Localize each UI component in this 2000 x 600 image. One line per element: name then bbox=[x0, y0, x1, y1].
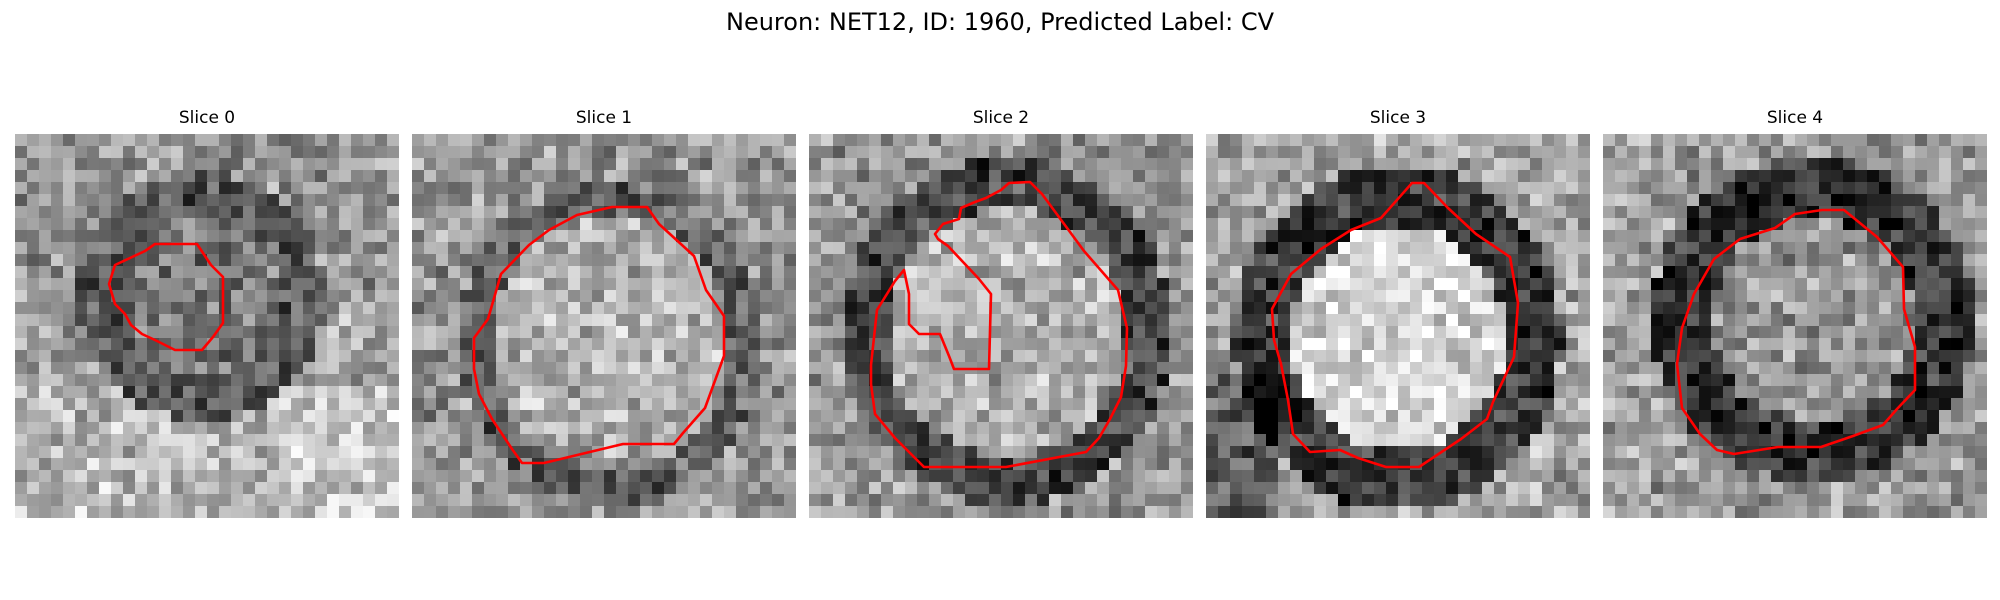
segmentation-contour bbox=[1675, 208, 1917, 456]
slice-title-4: Slice 4 bbox=[1766, 108, 1824, 128]
micrograph-pixels bbox=[1206, 134, 1590, 518]
slice-title-2: Slice 2 bbox=[972, 108, 1030, 128]
micrograph-pixels bbox=[15, 134, 399, 518]
micrograph-pixels bbox=[412, 134, 796, 518]
segmentation-contour bbox=[472, 205, 726, 465]
slice-image-3 bbox=[1206, 134, 1590, 518]
segmentation-contour bbox=[869, 180, 1129, 469]
segmentation-contour bbox=[107, 242, 225, 352]
micrograph-pixels bbox=[1603, 134, 1987, 518]
figure-title: Neuron: NET12, ID: 1960, Predicted Label… bbox=[726, 8, 1274, 36]
slice-title-3: Slice 3 bbox=[1369, 108, 1427, 128]
slice-title-0: Slice 0 bbox=[178, 108, 236, 128]
slice-image-1 bbox=[412, 134, 796, 518]
slice-image-0 bbox=[15, 134, 399, 518]
micrograph-pixels bbox=[809, 134, 1193, 518]
segmentation-contour bbox=[1270, 181, 1520, 469]
slice-image-2 bbox=[809, 134, 1193, 518]
slice-image-4 bbox=[1603, 134, 1987, 518]
slice-title-1: Slice 1 bbox=[575, 108, 633, 128]
